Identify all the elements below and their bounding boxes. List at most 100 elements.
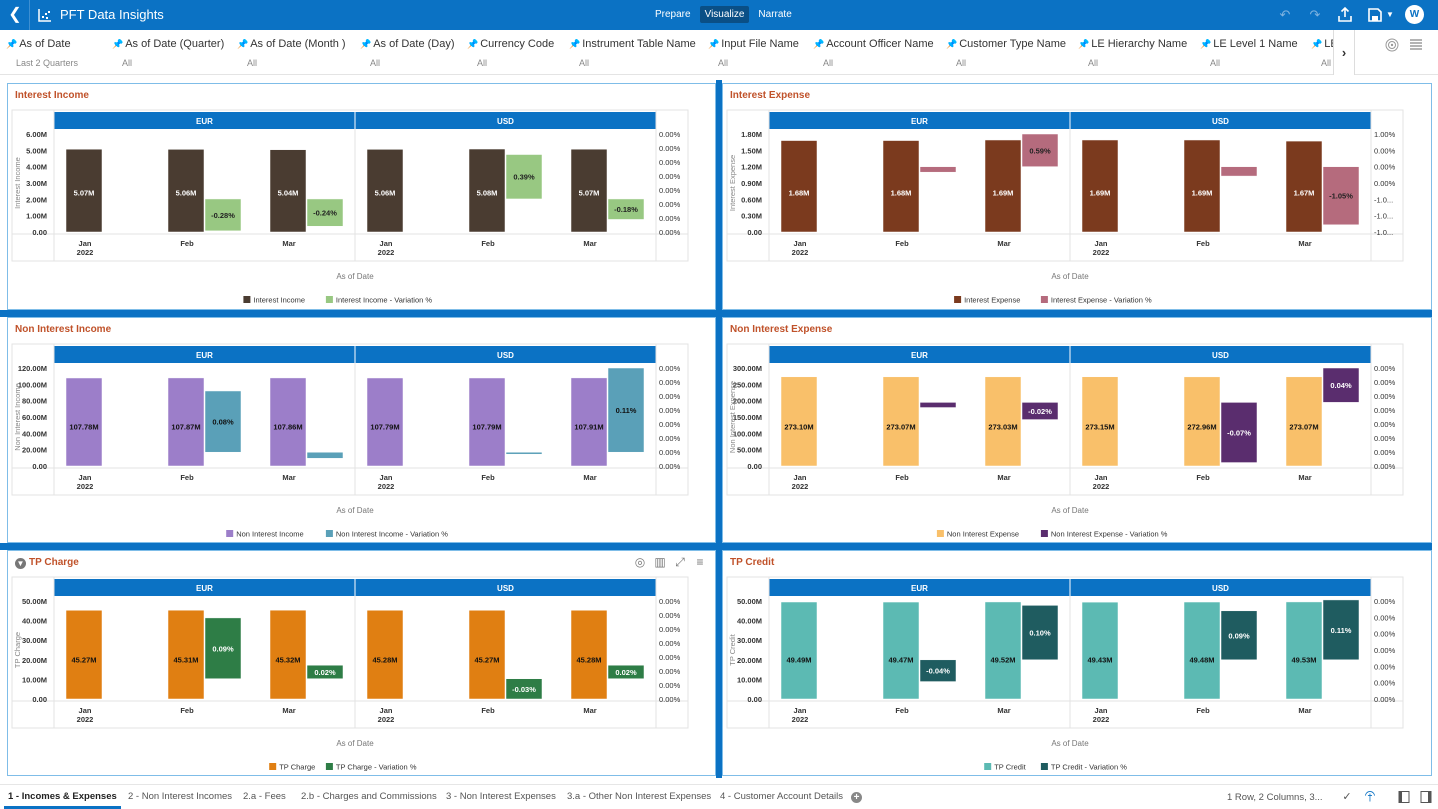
bar-tp-charge[interactable] <box>468 610 506 700</box>
pin-icon[interactable]: 📌 <box>813 39 825 49</box>
bar-interest-income[interactable] <box>65 148 103 233</box>
tab-customer-account-details[interactable]: 4 - Customer Account Details <box>720 791 844 802</box>
target-icon[interactable]: ◎ <box>634 555 646 569</box>
bar-tp-charge[interactable] <box>167 609 205 700</box>
hamburger-icon[interactable]: ≡ <box>696 555 704 569</box>
filter-value[interactable]: Last 2 Quarters <box>16 58 79 68</box>
pin-icon[interactable]: 📌 <box>1200 39 1212 49</box>
legend-label[interactable]: Non Interest Expense <box>947 530 1019 539</box>
tab-non-interest-expenses[interactable]: 3 - Non Interest Expenses <box>446 791 556 802</box>
filter-value[interactable]: All <box>122 58 133 68</box>
bar-interest-expense[interactable] <box>984 139 1022 233</box>
tab-non-interest-incomes[interactable]: 2 - Non Interest Incomes <box>128 791 233 802</box>
mode-visualize[interactable]: Visualize <box>699 6 750 23</box>
tab-charges-commissions[interactable]: 2.b - Charges and Commissions <box>301 791 437 802</box>
legend-swatch[interactable] <box>1040 530 1048 537</box>
bar-interest-income[interactable] <box>366 149 404 233</box>
filter-scroll-next-button[interactable]: › <box>1333 30 1355 75</box>
legend-swatch[interactable] <box>325 530 333 537</box>
legend-swatch[interactable] <box>954 296 962 303</box>
bar-tp-charge[interactable] <box>269 609 307 700</box>
pin-icon[interactable]: 📌 <box>569 39 581 49</box>
filter-value[interactable]: All <box>579 58 590 68</box>
variation-bar[interactable] <box>306 664 344 679</box>
variation-bar[interactable] <box>1322 599 1360 661</box>
bar-interest-expense[interactable] <box>780 140 818 233</box>
bar-interest-expense[interactable] <box>1183 139 1221 233</box>
panel-non-interest-expense[interactable]: Non Interest Expense EUR Jan 2022 Feb Mar USD J… <box>722 317 1432 543</box>
tab-other-non-interest-expenses[interactable]: 3.a - Other Non Interest Expenses <box>567 791 712 802</box>
variation-bar[interactable] <box>505 451 543 455</box>
legend-label[interactable]: TP Credit <box>994 763 1026 772</box>
legend-label[interactable]: Interest Income - Variation % <box>336 296 432 305</box>
panel-interest-expense[interactable]: Interest Expense EUR Jan 2022 Feb Mar USD Jan 20… <box>722 83 1432 310</box>
add-tab-icon[interactable]: + <box>851 792 862 803</box>
variation-bar[interactable] <box>505 678 543 700</box>
variation-bar[interactable] <box>919 166 957 173</box>
panel-tp-credit[interactable]: TP Credit EUR Jan 2022 Feb Mar USD Jan 2022 Feb Ma… <box>722 550 1432 776</box>
filter-value[interactable]: All <box>1088 58 1099 68</box>
variation-bar[interactable] <box>607 198 645 220</box>
bar-tp-credit[interactable] <box>1183 601 1221 700</box>
bar-non-interest-expense[interactable] <box>780 376 818 467</box>
legend-swatch[interactable] <box>936 530 944 537</box>
pin-icon[interactable]: 📌 <box>360 39 372 49</box>
redo-icon[interactable]: ↷ <box>1309 7 1321 22</box>
mode-narrate[interactable]: Narrate <box>758 9 792 20</box>
right-panel-toggle-icon[interactable] <box>1419 790 1433 804</box>
legend-label[interactable]: TP Charge <box>279 763 315 772</box>
variation-bar[interactable] <box>1220 166 1258 177</box>
filter-value[interactable]: All <box>718 58 729 68</box>
variation-bar[interactable] <box>505 154 543 200</box>
legend-swatch[interactable] <box>325 763 333 770</box>
filter-value[interactable]: All <box>1321 58 1332 68</box>
dropdown-caret-icon[interactable]: ▼ <box>1386 10 1394 19</box>
filter-value[interactable]: All <box>477 58 488 68</box>
bar-interest-income[interactable] <box>468 148 506 233</box>
variation-bar[interactable] <box>306 451 344 459</box>
variation-bar[interactable] <box>204 390 242 453</box>
legend-swatch[interactable] <box>226 530 234 537</box>
legend-swatch[interactable] <box>984 763 992 770</box>
variation-bar[interactable] <box>607 664 645 679</box>
bar-non-interest-expense[interactable] <box>1285 376 1323 467</box>
bar-non-interest-income[interactable] <box>570 377 608 467</box>
bar-tp-charge[interactable] <box>570 610 608 700</box>
legend-swatch[interactable] <box>243 296 251 303</box>
variation-bar[interactable] <box>1322 166 1360 226</box>
bar-tp-charge[interactable] <box>366 610 404 700</box>
bar-chart-icon[interactable]: ▥ <box>654 555 666 569</box>
filter-value[interactable]: All <box>247 58 258 68</box>
bar-non-interest-income[interactable] <box>269 377 307 467</box>
save-icon[interactable] <box>1366 6 1384 24</box>
target-icon[interactable] <box>1385 38 1399 52</box>
variation-bar[interactable] <box>306 198 344 227</box>
filter-value[interactable]: All <box>1210 58 1221 68</box>
bar-tp-charge[interactable] <box>65 610 103 700</box>
legend-swatch[interactable] <box>269 763 277 770</box>
variation-bar[interactable] <box>1220 610 1258 661</box>
variation-bar[interactable] <box>1021 133 1059 167</box>
pin-icon[interactable]: 📌 <box>6 39 18 49</box>
expand-icon[interactable]: ⤢ <box>675 555 685 569</box>
pin-icon[interactable]: 📌 <box>112 39 124 49</box>
bar-interest-income[interactable] <box>167 149 205 233</box>
legend-label[interactable]: Non Interest Income <box>236 530 304 539</box>
variation-bar[interactable] <box>1021 605 1059 661</box>
user-avatar[interactable]: W <box>1405 5 1424 24</box>
variation-bar[interactable] <box>919 402 957 408</box>
back-chevron-icon[interactable]: ❮ <box>8 6 22 23</box>
bar-tp-credit[interactable] <box>1081 601 1119 700</box>
bar-non-interest-income[interactable] <box>468 377 506 467</box>
pin-icon[interactable]: 📌 <box>946 39 958 49</box>
filter-value[interactable]: All <box>956 58 967 68</box>
pin-icon[interactable]: 📌 <box>1078 39 1090 49</box>
pin-icon[interactable]: 📌 <box>237 39 249 49</box>
tab-fees[interactable]: 2.a - Fees <box>243 791 286 802</box>
bar-tp-credit[interactable] <box>1285 601 1323 700</box>
bar-interest-income[interactable] <box>269 149 307 233</box>
bar-non-interest-expense[interactable] <box>1081 376 1119 467</box>
variation-bar[interactable] <box>607 367 645 453</box>
filter-value[interactable]: All <box>823 58 834 68</box>
variation-bar[interactable] <box>204 198 242 232</box>
